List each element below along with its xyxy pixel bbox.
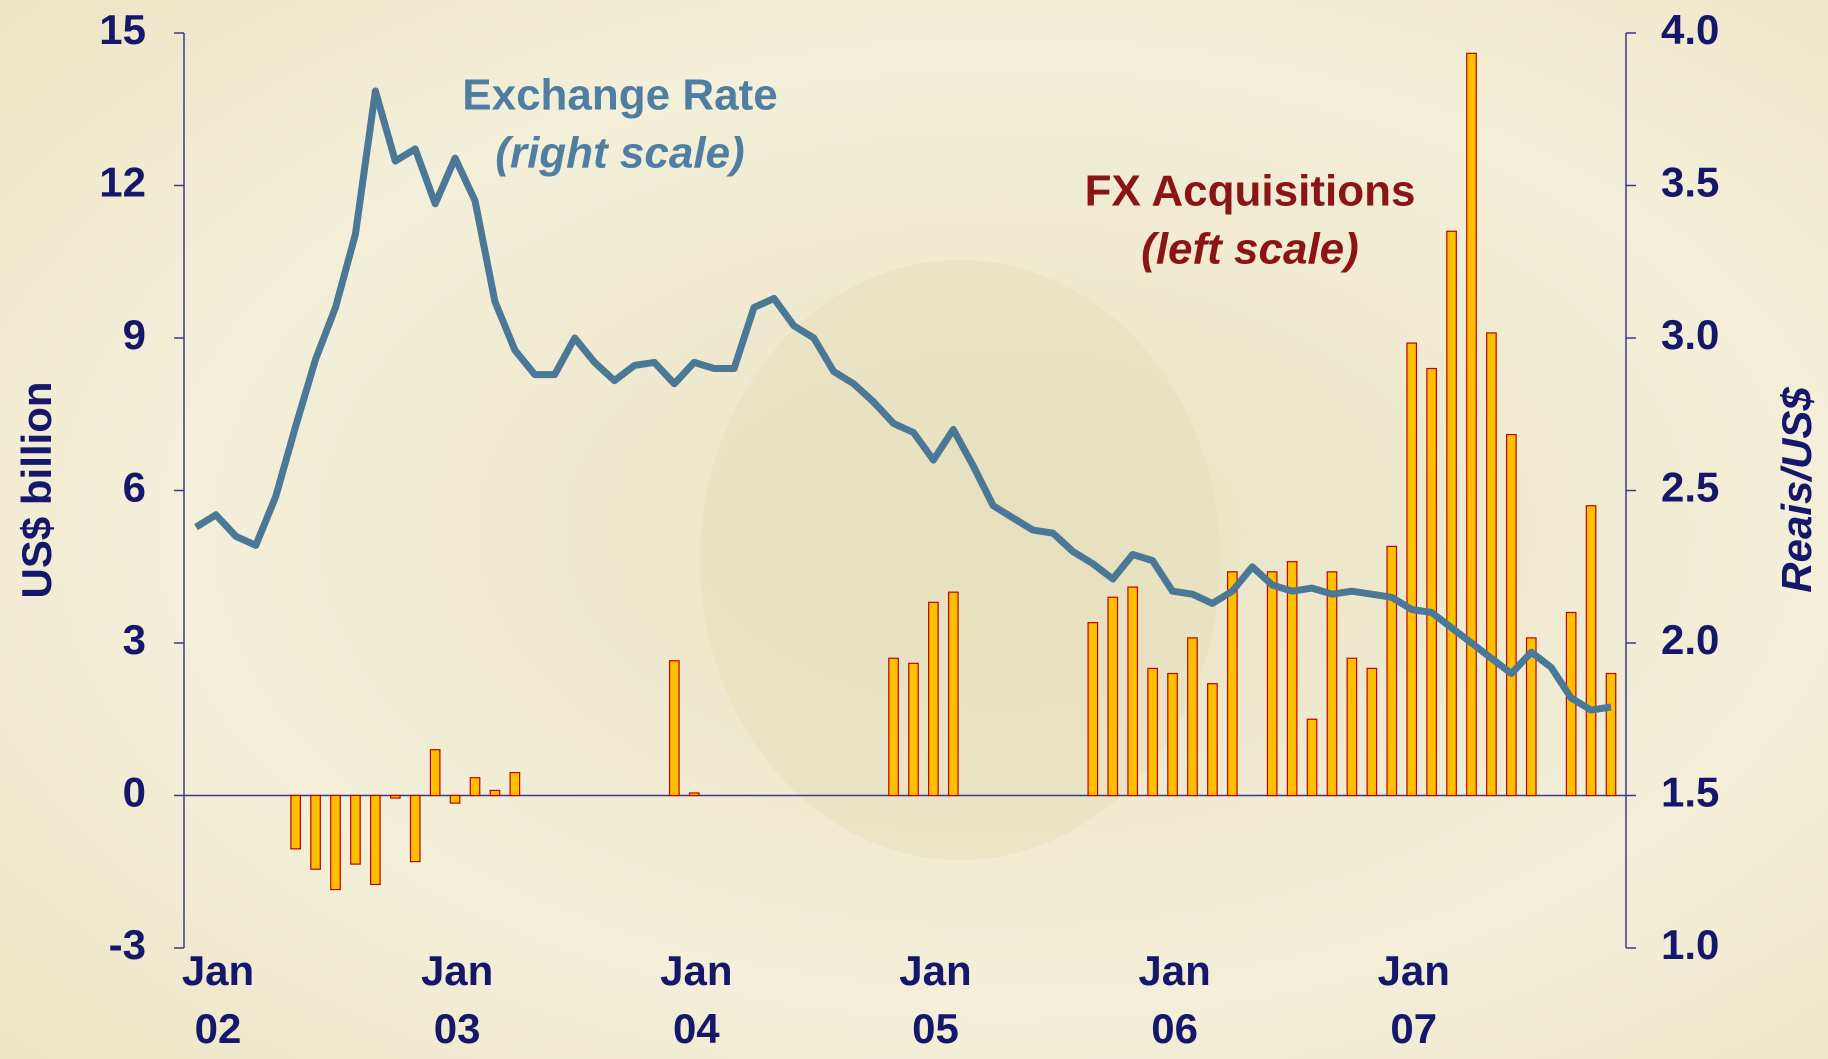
bar <box>1387 546 1397 795</box>
y-tick-label: 3 <box>123 616 146 663</box>
bar <box>490 790 500 795</box>
bar <box>1108 597 1118 795</box>
bar <box>510 773 520 796</box>
y-tick-label: 0 <box>123 769 146 816</box>
x-tick-label-line: Jan <box>421 947 493 994</box>
y-axis-title: US$ billion <box>13 381 60 598</box>
chart: US$ billion Reais/US$ -3036912151.01.52.… <box>0 0 1828 1059</box>
bar <box>371 796 381 885</box>
bar <box>1228 572 1238 796</box>
x-tick-label-line: 07 <box>1390 1005 1437 1052</box>
x-tick-label-line: 03 <box>434 1005 481 1052</box>
x-tick-label-line: 04 <box>673 1005 720 1052</box>
bar <box>1487 333 1497 796</box>
x-tick-label-line: Jan <box>182 947 254 994</box>
bar <box>1327 572 1337 796</box>
page: US$ billion Reais/US$ -3036912151.01.52.… <box>0 0 1828 1059</box>
x-tick-label-line: 06 <box>1151 1005 1198 1052</box>
y-tick-label: 6 <box>123 464 146 511</box>
bar <box>291 796 301 849</box>
y2-tick-label: 4.0 <box>1661 6 1719 53</box>
y2-tick-label: 3.0 <box>1661 311 1719 358</box>
series-label: Exchange Rate <box>462 71 777 120</box>
bar <box>1267 572 1277 796</box>
bar <box>470 778 480 796</box>
bar <box>311 796 321 870</box>
y2-tick-label: 1.5 <box>1661 769 1719 816</box>
y2-tick-label: 3.5 <box>1661 159 1719 206</box>
x-tick-label-line: 05 <box>912 1005 959 1052</box>
bar <box>1527 638 1537 796</box>
x-tick-label-line: Jan <box>1138 947 1210 994</box>
bar <box>1287 562 1297 796</box>
bar <box>1507 435 1517 796</box>
bar <box>391 796 401 799</box>
bar <box>670 661 680 796</box>
bar <box>909 663 919 795</box>
y2-tick-label: 2.0 <box>1661 616 1719 663</box>
annotation: (left scale) <box>1141 225 1359 274</box>
bar <box>1407 343 1417 795</box>
bar <box>1586 506 1596 796</box>
bar <box>410 796 420 862</box>
y-tick-label: 15 <box>99 6 146 53</box>
bar <box>1148 668 1158 795</box>
series-label: FX Acquisitions <box>1085 167 1416 216</box>
bar <box>1307 719 1317 795</box>
x-tick-label-line: Jan <box>899 947 971 994</box>
bar <box>331 796 341 890</box>
bar <box>929 602 939 795</box>
bar <box>1168 674 1178 796</box>
bar <box>1188 638 1198 796</box>
y2-axis-title: Reais/US$ <box>1773 387 1820 593</box>
x-tick-label-line: Jan <box>660 947 732 994</box>
bar <box>1208 684 1218 796</box>
y2-tick-label: 1.0 <box>1661 921 1719 968</box>
bar <box>1447 231 1457 795</box>
y-tick-label: -3 <box>109 921 146 968</box>
y-tick-label: 12 <box>99 159 146 206</box>
bar <box>1128 587 1138 795</box>
bar <box>689 793 699 796</box>
bar <box>1367 668 1377 795</box>
bar <box>949 592 959 795</box>
bar <box>1427 369 1437 796</box>
bar <box>889 658 899 795</box>
bar <box>450 796 460 804</box>
bar <box>1088 623 1098 796</box>
y-tick-label: 9 <box>123 311 146 358</box>
bar <box>351 796 361 865</box>
bar <box>1467 53 1477 795</box>
bar <box>1606 674 1616 796</box>
x-tick-label-line: Jan <box>1378 947 1450 994</box>
bar <box>1347 658 1357 795</box>
y2-tick-label: 2.5 <box>1661 464 1719 511</box>
annotation: (right scale) <box>495 129 744 178</box>
bar <box>430 750 440 796</box>
x-tick-label-line: 02 <box>195 1005 242 1052</box>
